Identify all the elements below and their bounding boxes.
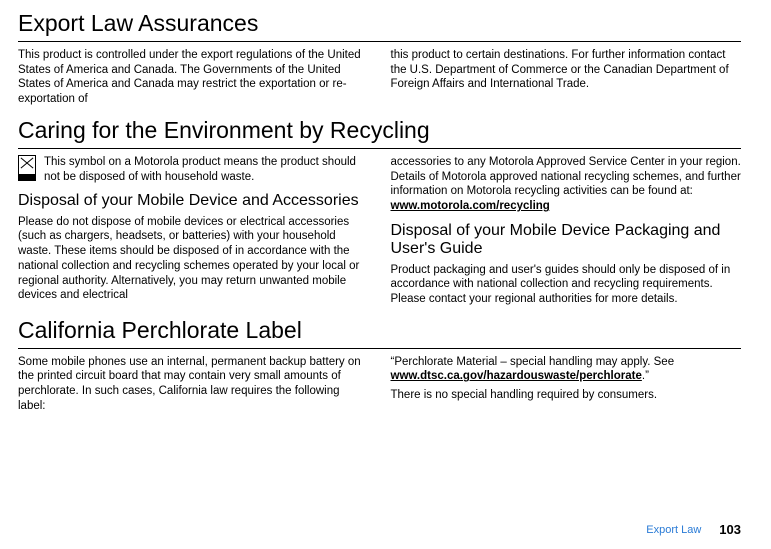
heading-perchlorate: California Perchlorate Label xyxy=(18,317,741,344)
rule xyxy=(18,148,741,149)
body-text: accessories to any Motorola Approved Ser… xyxy=(391,155,742,214)
symbol-caption: This symbol on a Motorola product means … xyxy=(44,155,369,184)
quote-post: .” xyxy=(642,370,649,382)
rule xyxy=(18,348,741,349)
column-right: this product to certain destinations. Fo… xyxy=(391,48,742,107)
section-recycling: Caring for the Environment by Recycling … xyxy=(18,117,741,307)
columns: Some mobile phones use an internal, perm… xyxy=(18,355,741,414)
document-page: Export Law Assurances This product is co… xyxy=(0,0,771,549)
page-footer: Export Law 103 xyxy=(646,522,741,537)
link-perchlorate[interactable]: www.dtsc.ca.gov/hazardouswaste/perchlora… xyxy=(391,370,642,382)
footer-page-number: 103 xyxy=(719,522,741,537)
body-text: Some mobile phones use an internal, perm… xyxy=(18,355,369,414)
column-right: “Perchlorate Material – special handling… xyxy=(391,355,742,414)
column-right: accessories to any Motorola Approved Ser… xyxy=(391,155,742,307)
column-left: This symbol on a Motorola product means … xyxy=(18,155,369,307)
section-export-law: Export Law Assurances This product is co… xyxy=(18,10,741,107)
body-text: this product to certain destinations. Fo… xyxy=(391,48,742,92)
rule xyxy=(18,41,741,42)
subheading-disposal-packaging: Disposal of your Mobile Device Packaging… xyxy=(391,222,742,259)
column-left: Some mobile phones use an internal, perm… xyxy=(18,355,369,414)
column-left: This product is controlled under the exp… xyxy=(18,48,369,107)
body-text: Product packaging and user's guides shou… xyxy=(391,263,742,307)
link-recycling[interactable]: www.motorola.com/recycling xyxy=(391,200,550,212)
columns: This product is controlled under the exp… xyxy=(18,48,741,107)
footer-section-label: Export Law xyxy=(646,524,701,536)
heading-export-law: Export Law Assurances xyxy=(18,10,741,37)
body-text: Please do not dispose of mobile devices … xyxy=(18,215,369,303)
body-text: There is no special handling required by… xyxy=(391,388,742,403)
body-text: “Perchlorate Material – special handling… xyxy=(391,355,742,384)
section-perchlorate: California Perchlorate Label Some mobile… xyxy=(18,317,741,414)
symbol-row: This symbol on a Motorola product means … xyxy=(18,155,369,184)
heading-recycling: Caring for the Environment by Recycling xyxy=(18,117,741,144)
body-text-span: accessories to any Motorola Approved Ser… xyxy=(391,156,741,197)
columns: This symbol on a Motorola product means … xyxy=(18,155,741,307)
quote-pre: “Perchlorate Material – special handling… xyxy=(391,356,675,368)
body-text: This product is controlled under the exp… xyxy=(18,48,369,107)
weee-bin-icon xyxy=(18,155,36,181)
subheading-disposal-device: Disposal of your Mobile Device and Acces… xyxy=(18,192,369,210)
